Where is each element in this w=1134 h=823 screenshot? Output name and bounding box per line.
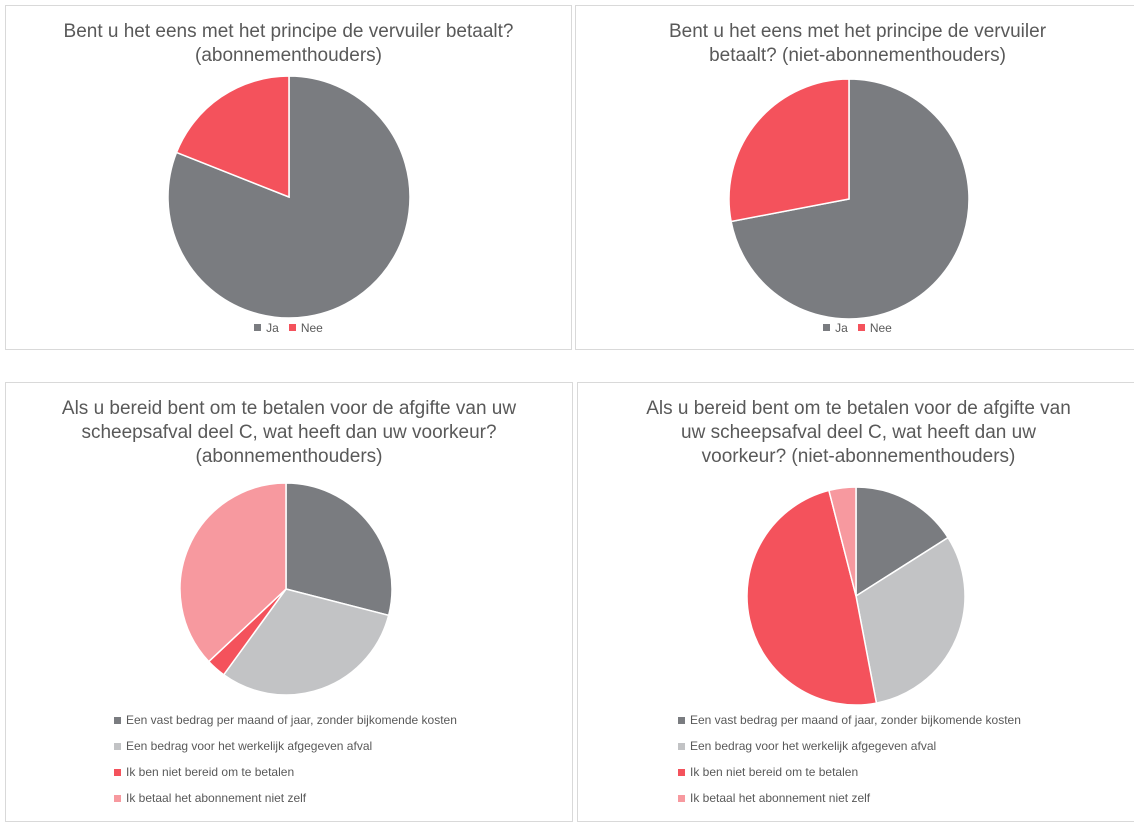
legend-item: Een bedrag voor het werkelijk afgegeven … <box>678 739 1021 753</box>
pie-slice <box>730 78 970 320</box>
legend-label: Een vast bedrag per maand of jaar, zonde… <box>690 713 1021 727</box>
legend-swatch <box>857 324 865 331</box>
legend-swatch <box>288 324 296 331</box>
legend-item: Nee <box>857 320 892 335</box>
pie-chart <box>728 78 970 320</box>
legend-swatch <box>254 324 262 331</box>
legend-label: Ik ben niet bereid om te betalen <box>690 765 859 779</box>
legend-swatch <box>678 742 685 750</box>
legend: Een vast bedrag per maand of jaar, zonde… <box>114 713 457 817</box>
legend-label: Nee <box>300 320 323 335</box>
legend-item: Ik betaal het abonnement niet zelf <box>678 791 1021 805</box>
legend: Ja Nee <box>576 320 1134 335</box>
chart-title: Als u bereid bent om te betalen voor de … <box>646 398 1071 467</box>
chart-title: Als u bereid bent om te betalen voor de … <box>61 398 517 467</box>
chart-title: Bent u het eens met het principe de verv… <box>63 21 514 66</box>
pie-slice <box>728 78 850 223</box>
legend-swatch <box>114 768 121 776</box>
legend-label: Ja <box>266 320 279 335</box>
legend-item: Ik betaal het abonnement niet zelf <box>114 791 457 805</box>
pie-slice <box>827 486 857 597</box>
pie-slice <box>179 482 287 663</box>
legend-swatch <box>678 716 685 724</box>
legend-item: Ja <box>254 321 279 335</box>
pie-slice <box>175 75 290 199</box>
pie-slice <box>855 536 966 704</box>
chart-panel: Als u bereid bent om te betalen voor de … <box>5 382 573 822</box>
chart-panel: Bent u het eens met het principe de verv… <box>5 5 572 350</box>
pie-chart <box>179 482 393 696</box>
legend-item: Een vast bedrag per maand of jaar, zonde… <box>114 713 457 727</box>
legend-swatch <box>114 794 121 802</box>
legend-item: Ja <box>823 321 848 335</box>
legend-label: Een vast bedrag per maand of jaar, zonde… <box>126 713 457 727</box>
legend: Een vast bedrag per maand of jaar, zonde… <box>678 713 1021 817</box>
legend-item: Een vast bedrag per maand of jaar, zonde… <box>678 713 1021 727</box>
legend-label: Een bedrag voor het werkelijk afgegeven … <box>126 739 373 753</box>
chart-title: Bent u het eens met het principe de verv… <box>668 21 1047 66</box>
legend-label: Een bedrag voor het werkelijk afgegeven … <box>690 739 937 753</box>
pie-chart <box>746 486 966 706</box>
pie-slice <box>222 588 390 696</box>
legend-swatch <box>678 768 685 776</box>
chart-panel: Bent u het eens met het principe de verv… <box>575 5 1134 350</box>
chart-panel: Als u bereid bent om te betalen voor de … <box>577 382 1134 822</box>
pie-slice <box>855 486 950 598</box>
legend-swatch <box>114 742 121 750</box>
legend-label: Ik betaal het abonnement niet zelf <box>126 791 307 805</box>
legend-swatch <box>678 794 685 802</box>
legend-item: Ik ben niet bereid om te betalen <box>678 765 1021 779</box>
legend: Ja Nee <box>6 320 571 335</box>
legend-label: Ik betaal het abonnement niet zelf <box>690 791 871 805</box>
legend-label: Nee <box>869 320 892 335</box>
legend-item: Een bedrag voor het werkelijk afgegeven … <box>114 739 457 753</box>
pie-chart <box>167 75 411 319</box>
legend-swatch <box>823 324 831 331</box>
legend-item: Nee <box>288 320 323 335</box>
legend-label: Ja <box>835 320 848 335</box>
legend-label: Ik ben niet bereid om te betalen <box>126 765 295 779</box>
legend-item: Ik ben niet bereid om te betalen <box>114 765 457 779</box>
legend-swatch <box>114 716 121 724</box>
pie-slice <box>746 489 878 706</box>
pie-slice <box>285 482 393 617</box>
